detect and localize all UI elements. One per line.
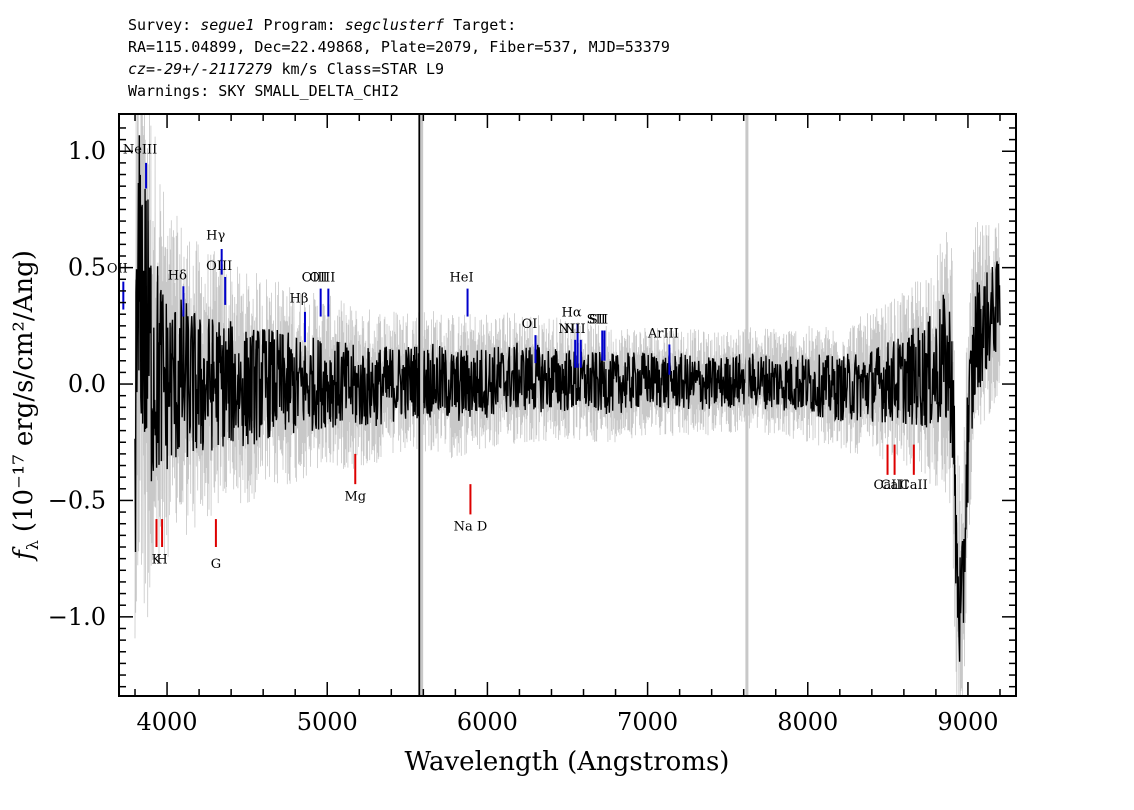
emission-label-1: NeIII [123, 143, 157, 158]
y-tick-label: 1.0 [68, 137, 106, 165]
emission-label-6: OIII [302, 271, 328, 286]
absorption-label-7: CaII [900, 478, 928, 493]
absorption-label-1: H [156, 552, 167, 567]
emission-label-0: OII [107, 261, 128, 276]
x-tick-label: 8000 [777, 708, 838, 736]
spectrum-header: Survey: segue1 Program: segclusterf Targ… [128, 14, 670, 102]
absorption-label-6: CaII [881, 478, 909, 493]
emission-label-11: Hα [562, 306, 582, 321]
x-axis-title: Wavelength (Angstroms) [405, 747, 730, 777]
emission-label-2: Hδ [168, 268, 187, 283]
program-key: Program: [263, 16, 336, 34]
tick-layer: 4000 5000 6000 7000 8000 9000 −1.0 −0.5 0.0 0.5 1.… [48, 114, 1016, 736]
class-text: Class=STAR L9 [326, 60, 445, 78]
cz-unit: km/s [281, 60, 318, 78]
emission-label-5: Hβ [290, 292, 309, 307]
absorption-label-5: CaII [874, 478, 902, 493]
y-tick-label: 0.5 [68, 254, 106, 282]
y-tick-label: −1.0 [48, 603, 106, 631]
program-name: segclusterf [344, 16, 445, 34]
x-tick-label: 6000 [457, 708, 518, 736]
emission-label-13: SII [587, 313, 606, 328]
emission-label-12: NII [564, 322, 586, 337]
emission-label-3: Hγ [206, 229, 225, 244]
emission-label-4: OIII [206, 259, 232, 274]
absorption-label-4: Na D [454, 520, 488, 535]
absorption-label-3: Mg [344, 489, 366, 504]
y-tick-label: −0.5 [48, 486, 106, 514]
header-line-1: Survey: segue1 Program: segclusterf Targ… [128, 14, 670, 36]
emission-label-7: OIII [309, 271, 335, 286]
x-tick-label: 9000 [937, 708, 998, 736]
absorption-label-2: G [211, 557, 221, 572]
target-key: Target: [453, 16, 517, 34]
flux-series [134, 135, 1001, 662]
emission-label-8: HeI [449, 271, 473, 286]
y-axis-title-sub: λ [23, 540, 42, 550]
y-axis-title-rest: (10⁻¹⁷ erg/s/cm²/Ang) [9, 250, 39, 532]
x-tick-label: 7000 [617, 708, 678, 736]
emission-label-14: SII [589, 313, 608, 328]
emission-label-9: OI [522, 317, 538, 332]
absorption-label-0: K [152, 552, 162, 567]
x-tick-label: 4000 [137, 708, 198, 736]
plot-frame [118, 113, 1017, 697]
data-layer [134, 114, 1001, 696]
header-line-4: Warnings: SKY SMALL_DELTA_CHI2 [128, 82, 399, 100]
y-tick-label: 0.0 [68, 370, 106, 398]
y-axis-title: fλ(10⁻¹⁷ erg/s/cm²/Ang) [9, 250, 42, 562]
header-line-2: RA=115.04899, Dec=22.49868, Plate=2079, … [128, 38, 670, 56]
header-line-3: cz=-29+/-2117279 km/s Class=STAR L9 [128, 58, 670, 80]
x-tick-label: 5000 [297, 708, 358, 736]
cz-key: cz= [128, 60, 156, 78]
emission-label-10: NII [558, 322, 580, 337]
survey-name: segue1 [200, 16, 255, 34]
cz-value: -29+/-2117279 [155, 60, 273, 78]
survey-key: Survey: [128, 16, 192, 34]
emission-label-15: ArIII [647, 326, 679, 341]
